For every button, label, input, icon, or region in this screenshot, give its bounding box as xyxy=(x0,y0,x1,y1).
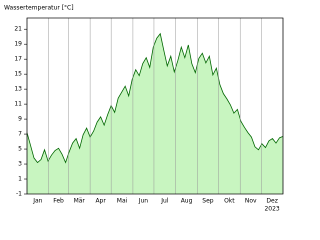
area-fill xyxy=(27,33,283,195)
x-tick-label: Mai xyxy=(117,198,128,205)
y-tick-label: 1 xyxy=(18,176,22,183)
x-tick-label: Apr xyxy=(95,198,106,205)
y-tick-label: 7 xyxy=(18,131,22,138)
x-tick-label: Feb xyxy=(53,198,64,205)
chart-title: Wassertemperatur [°C] xyxy=(4,5,74,12)
x-tick-label: Jun xyxy=(138,198,149,205)
y-tick-label: 21 xyxy=(14,26,22,33)
x-tick-label: Nov xyxy=(245,198,257,205)
y-tick-label: 3 xyxy=(18,161,22,168)
y-tick-label: 17 xyxy=(14,56,22,63)
x-tick-label: Jan xyxy=(32,198,42,205)
y-tick-label: 11 xyxy=(14,101,22,108)
y-tick-label: 19 xyxy=(14,41,22,48)
year-label: 2023 xyxy=(264,206,279,213)
x-tick-label: Mär xyxy=(74,198,86,205)
y-tick-label: 13 xyxy=(14,86,22,93)
x-tick-label: Dez xyxy=(266,198,277,205)
x-tick-label: Okt xyxy=(224,198,235,205)
plot-frame xyxy=(26,17,284,195)
y-tick-label: 5 xyxy=(18,146,22,153)
y-tick-label: -1 xyxy=(16,191,22,198)
chart: Wassertemperatur [°C] -11357911131517192… xyxy=(4,5,284,213)
y-tick-label: 15 xyxy=(14,71,22,78)
y-tick-label: 9 xyxy=(18,116,22,123)
x-tick-label: Jul xyxy=(160,198,169,205)
x-tick-label: Sep xyxy=(202,198,214,205)
x-tick-label: Aug xyxy=(181,198,193,205)
